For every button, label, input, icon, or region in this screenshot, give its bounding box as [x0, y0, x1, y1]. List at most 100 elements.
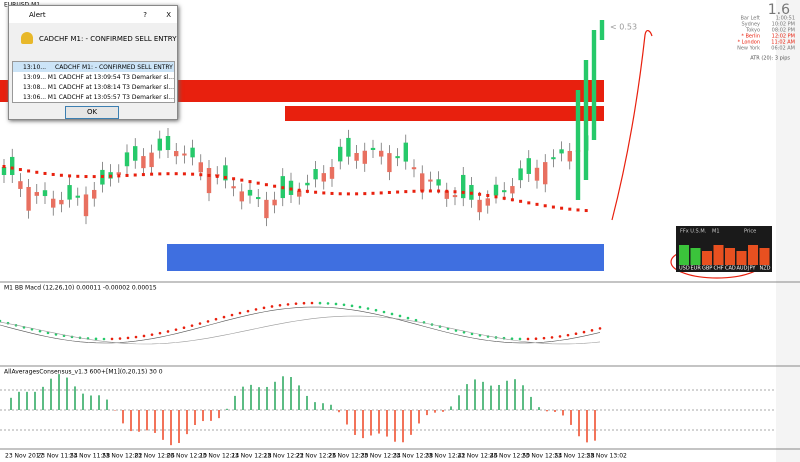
macd-dot: [358, 305, 362, 309]
alert-row[interactable]: 13:09... M1 CADCHF at 13:09:54 T3 Demarke…: [13, 72, 174, 82]
candle: [567, 150, 572, 162]
macd-dot: [302, 301, 306, 305]
trend-dot: [191, 172, 195, 176]
candle: [42, 190, 48, 197]
trend-dot: [51, 172, 55, 176]
candle: [239, 191, 244, 202]
alert-row[interactable]: 13:08... M1 CADCHF at 13:08:14 T3 Demarke…: [13, 82, 174, 92]
trend-dot: [330, 191, 334, 195]
candle: [157, 138, 162, 151]
strength-block: [759, 248, 770, 265]
macd-dot: [574, 332, 578, 336]
trend-dot: [174, 172, 178, 176]
candle: [231, 186, 236, 189]
trend-dot: [445, 189, 449, 193]
trend-dot: [502, 196, 506, 200]
info-city: Tokyo: [745, 28, 760, 34]
macd-dot: [254, 308, 258, 311]
candle: [559, 149, 564, 154]
time-label: 23 Nov 2017: [5, 453, 44, 460]
alert-row[interactable]: 13:06... M1 CADCHF at 13:05:57 T3 Demarke…: [13, 92, 174, 102]
candle: [526, 158, 531, 174]
price-scale: [776, 0, 800, 462]
trend-dot: [223, 175, 227, 179]
candle: [182, 153, 187, 156]
candle: [420, 173, 425, 192]
candle: [256, 197, 261, 200]
candle: [174, 151, 179, 157]
macd-dot: [238, 311, 242, 315]
candle: [362, 150, 367, 164]
trend-dot: [412, 189, 416, 193]
info-time: 08:02 PM: [772, 28, 795, 34]
trend-dot: [150, 172, 154, 176]
trend-dot: [109, 174, 113, 178]
candle: [534, 167, 540, 181]
dialog-title: Alert: [29, 10, 46, 19]
time-label: 23 Nov 12:58: [554, 453, 595, 460]
help-button[interactable]: ?: [143, 10, 147, 19]
trend-dot: [551, 205, 555, 209]
trend-dot: [297, 188, 301, 192]
macd-dot: [206, 320, 210, 323]
time-label: 23 Nov 12:26: [296, 453, 337, 460]
candle: [190, 147, 195, 158]
macd-dot: [534, 337, 538, 340]
candle: [10, 156, 15, 175]
macd-dot: [390, 312, 394, 316]
trend-dot: [100, 174, 104, 178]
trend-dot: [76, 174, 80, 178]
close-button[interactable]: X: [166, 10, 171, 19]
big-value: 1.6: [768, 2, 790, 18]
macd-dot: [518, 337, 522, 341]
macd-dot: [222, 315, 226, 319]
time-label: 23 Nov 12:18: [231, 453, 272, 460]
macd-dot: [38, 329, 42, 333]
info-city: * London: [738, 40, 760, 46]
info-city: New York: [737, 46, 760, 52]
trend-dot: [2, 165, 6, 168]
strength-block: [725, 248, 735, 265]
trend-dot: [584, 209, 588, 213]
trend-dot: [125, 173, 129, 177]
trend-dot: [289, 187, 293, 191]
candle: [264, 199, 269, 219]
resistance-zone: [285, 106, 604, 121]
alert-cell: 13:08...: [23, 83, 47, 91]
strength-block: [713, 245, 724, 265]
candle: [354, 153, 359, 161]
time-label: 23 Nov 12:54: [522, 453, 563, 460]
candle: [395, 156, 400, 159]
trend-dot: [519, 199, 523, 203]
macd-dot: [326, 302, 330, 305]
time-label: 23 Nov 12:14: [199, 453, 240, 460]
trend-dot: [535, 202, 539, 206]
candle: [141, 156, 146, 169]
currency-label: USD: [679, 266, 690, 272]
alert-row[interactable]: 13:10... CADCHF M1: - CONFIRMED SELL ENTR…: [13, 62, 174, 72]
macd-dot: [318, 301, 322, 305]
time-label: 23 Nov 12:42: [425, 453, 466, 460]
trend-dot: [428, 189, 432, 193]
trend-dot: [494, 195, 498, 199]
macd-dot: [174, 328, 178, 331]
candle: [26, 186, 31, 211]
macd-dot: [558, 335, 562, 338]
candle: [338, 146, 343, 162]
ok-button[interactable]: OK: [65, 106, 119, 119]
info-city: Bar Left: [740, 16, 760, 22]
candle: [477, 199, 482, 213]
macd-dot: [366, 307, 370, 310]
support-zone: [167, 244, 604, 271]
candle: [329, 167, 335, 179]
candle: [551, 157, 556, 160]
indicator-label: M1 BB Macd (12,26,10) 0.00011 -0.00002 0…: [4, 285, 157, 292]
alert-cell: M1 CADCHF at 13:08:14 T3 Demarker sl...: [47, 83, 174, 91]
candle: [510, 186, 515, 194]
alert-cell: M1 CADCHF at 13:09:54 T3 Demarker sl...: [47, 73, 174, 81]
macd-dot: [0, 319, 2, 323]
trend-dot: [404, 190, 408, 194]
macd-dot: [470, 332, 474, 336]
macd-dot: [190, 324, 194, 327]
